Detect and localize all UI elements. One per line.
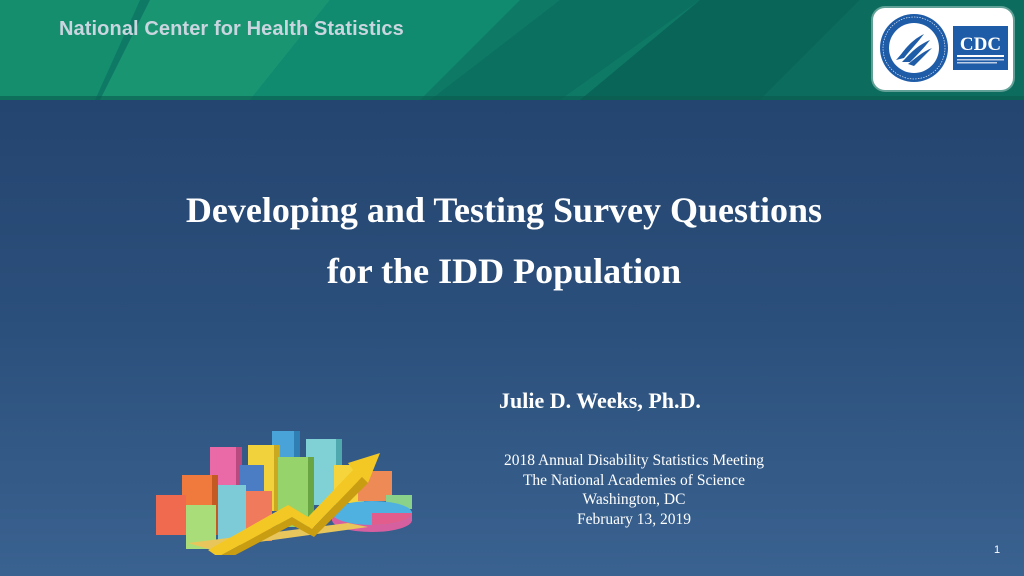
title-line-2: for the IDD Population: [326, 251, 682, 291]
meeting-name: 2018 Annual Disability Statistics Meetin…: [503, 452, 765, 469]
slide-title: Developing and Testing Survey Questions …: [0, 180, 1008, 302]
cdc-logo-icon: CDC: [953, 26, 1008, 70]
meeting-date: February 13, 2019: [576, 510, 692, 528]
meeting-host: The National Academies of Science: [522, 471, 746, 489]
svg-text:CDC: CDC: [960, 34, 1001, 55]
slide-number: 1: [994, 544, 1001, 556]
header-banner: National Center for Health Statistics CD…: [0, 0, 1024, 100]
logo-box: CDC: [873, 8, 1013, 90]
banner-stripes: [0, 0, 1024, 100]
meeting-info: 2018 Annual Disability Statistics Meetin…: [434, 451, 834, 529]
agency-name: National Center for Health Statistics: [59, 18, 404, 40]
presenter-name: Julie D. Weeks, Ph.D.: [499, 388, 701, 413]
meeting-location: Washington, DC: [582, 491, 686, 508]
bar-chart-clipart-icon: [156, 431, 412, 555]
hhs-seal-icon: [880, 14, 948, 82]
title-line-1: Developing and Testing Survey Questions: [185, 190, 823, 230]
